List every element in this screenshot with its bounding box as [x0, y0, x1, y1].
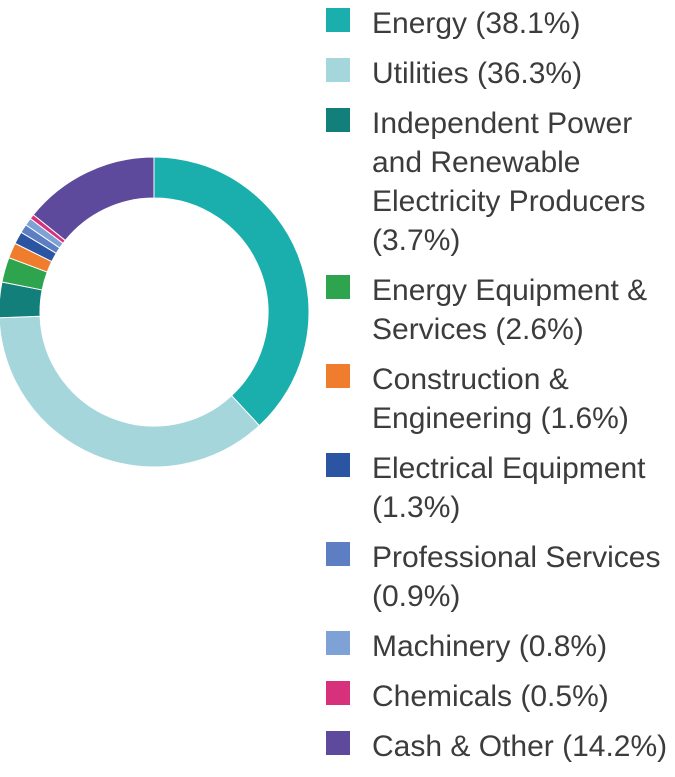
legend-swatch [326, 731, 350, 755]
legend-item: Electrical Equipment (1.3%) [326, 449, 675, 527]
legend-swatch [326, 681, 350, 705]
legend-label: Energy (38.1%) [372, 7, 581, 40]
donut-chart [0, 156, 310, 468]
legend-label: Chemicals (0.5%) [372, 680, 609, 713]
legend-swatch [326, 8, 350, 32]
legend-item: Cash & Other (14.2%) [326, 727, 675, 766]
legend-swatch [326, 453, 350, 477]
legend-swatch [326, 58, 350, 82]
legend-label: Utilities (36.3%) [372, 57, 583, 90]
legend-item: Chemicals (0.5%) [326, 677, 675, 716]
legend-item: Utilities (36.3%) [326, 54, 675, 93]
legend-item: Energy (38.1%) [326, 4, 675, 43]
legend-swatch [326, 631, 350, 655]
legend-label: Machinery (0.8%) [372, 630, 608, 663]
donut-slice [32, 156, 155, 242]
legend-item: Professional Services (0.9%) [326, 538, 675, 616]
legend-item: Energy Equipment & Services (2.6%) [326, 271, 675, 349]
legend-item: Machinery (0.8%) [326, 627, 675, 666]
legend-label: Energy Equipment & Services (2.6%) [372, 274, 648, 346]
legend-swatch [326, 364, 350, 388]
legend-label: Professional Services (0.9%) [372, 541, 661, 613]
donut-slice [0, 315, 261, 468]
legend-item: Construction & Engineering (1.6%) [326, 360, 675, 438]
chart-legend: Energy (38.1%) Utilities (36.3%) Indepen… [326, 4, 675, 777]
legend-label: Electrical Equipment (1.3%) [372, 452, 646, 524]
legend-swatch [326, 542, 350, 566]
legend-item: Independent Power and Renewable Electric… [326, 104, 675, 260]
legend-label: Independent Power and Renewable Electric… [372, 107, 646, 257]
donut-slice [153, 156, 310, 427]
legend-label: Construction & Engineering (1.6%) [372, 363, 629, 435]
legend-label: Cash & Other (14.2%) [372, 730, 668, 763]
legend-swatch [326, 108, 350, 132]
legend-swatch [326, 275, 350, 299]
